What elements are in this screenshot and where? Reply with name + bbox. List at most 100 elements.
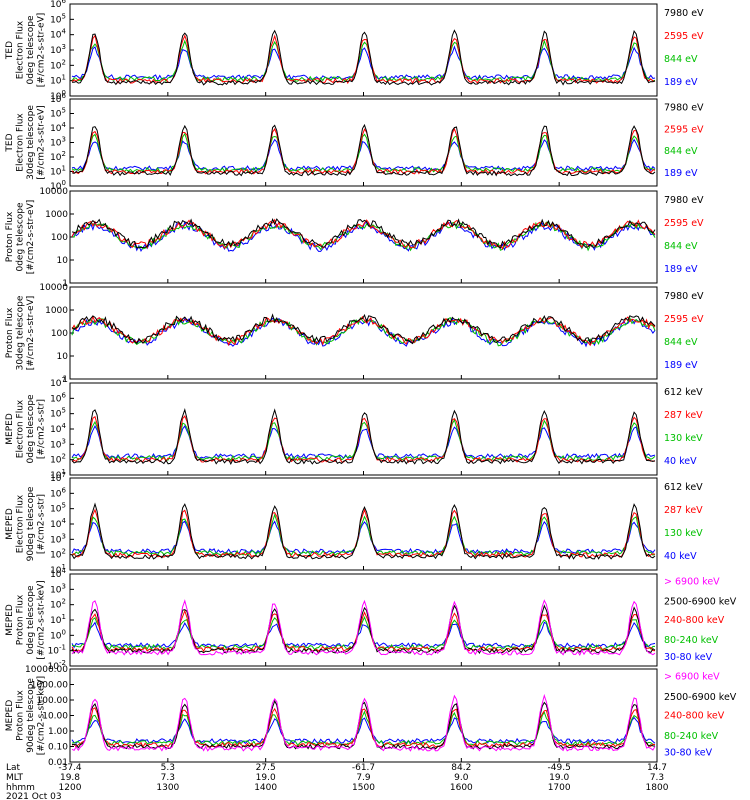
legend-entry: 2595 eV	[664, 218, 704, 229]
y-tick-label: 10-2	[48, 659, 66, 672]
x-tick-hhmm: 1200	[59, 783, 82, 793]
y-tick-label: 1.00	[48, 727, 68, 737]
series-trace	[71, 45, 656, 81]
legend-entry: 30-80 keV	[664, 748, 713, 759]
x-tick-hhmm: 1600	[450, 783, 473, 793]
y-axis-label: Electron Flux	[16, 494, 26, 553]
legend-entry: 7980 eV	[664, 195, 704, 206]
y-axis-label: Proton Flux	[5, 211, 15, 262]
panel-8: 0.01 0.10 1.00 10.00 100.00 1000.00 10000.00 ME…	[5, 665, 737, 768]
y-axis-label: [#/cm2-s-str-keV]	[37, 676, 47, 755]
y-axis-label: [#/cm2-s-str]	[37, 399, 47, 459]
y-axis-label: 90deg telescope	[26, 486, 36, 561]
legend-entry: 844 eV	[664, 146, 698, 157]
y-tick-label: 100	[50, 628, 66, 641]
legend-entry: 189 eV	[664, 360, 698, 371]
y-axis-label: Proton Flux	[16, 690, 26, 741]
legend-entry: 287 keV	[664, 410, 703, 421]
series-trace	[71, 609, 656, 653]
series-trace	[71, 604, 656, 655]
legend-entry: 2595 eV	[664, 31, 704, 42]
panel-6: 101 102 103 104 105 106 107 MEPED Electron Flux 9…	[5, 471, 703, 576]
x-tick-lat: 84.2	[451, 763, 471, 773]
y-tick-label: 0.10	[48, 743, 68, 753]
y-tick-label: 105	[50, 12, 66, 25]
series-trace	[71, 314, 656, 347]
legend-entry: 240-800 keV	[664, 711, 725, 722]
y-tick-label: 104	[50, 28, 66, 41]
x-tick-mlt: 9.0	[454, 773, 469, 783]
y-tick-label: 104	[50, 121, 66, 134]
y-tick-label: 10000	[39, 187, 68, 197]
legend-entry: 844 eV	[664, 54, 698, 65]
legend-entry: 287 keV	[664, 505, 703, 516]
legend-entry: 844 eV	[664, 337, 698, 348]
series-trace	[71, 123, 656, 177]
series-trace	[71, 138, 656, 172]
y-axis-label: [#/cm2-s-str-eV]	[37, 13, 47, 88]
x-tick-lat: 27.5	[256, 763, 276, 773]
y-axis-label: 90deg telescope	[26, 678, 36, 753]
y-tick-label: 100	[50, 179, 66, 192]
legend-entry: 240-800 keV	[664, 615, 725, 626]
y-tick-label: 10	[57, 256, 69, 266]
series-trace	[71, 502, 656, 560]
legend-entry: 30-80 keV	[664, 652, 713, 663]
y-tick-label: 105	[50, 107, 66, 120]
y-axis-label: 0deg telescope	[26, 585, 36, 655]
x-tick-lat: 5.3	[161, 763, 175, 773]
y-tick-label: 104	[50, 567, 66, 580]
x-tick-lat: -49.5	[548, 763, 571, 773]
y-axis-label: [#/cm2-s-str-keV]	[37, 580, 47, 659]
legend-entry: 40 keV	[664, 456, 697, 467]
series-trace	[71, 508, 656, 559]
y-tick-label: 101	[50, 165, 66, 178]
series-trace	[71, 513, 656, 557]
x-tick-lat: 14.7	[647, 763, 667, 773]
y-tick-label: 10.00	[42, 712, 68, 722]
y-tick-label: 1000	[45, 306, 68, 316]
y-tick-label: 1	[62, 279, 68, 289]
y-tick-label: 100	[50, 89, 66, 102]
legend-entry: > 6900 keV	[664, 576, 720, 587]
y-axis-label: Electron Flux	[16, 20, 26, 79]
y-axis-label: [#/cm2-s-str-eV]	[26, 296, 36, 371]
series-trace	[71, 408, 656, 466]
x-tick-mlt: 7.3	[161, 773, 175, 783]
x-row-label-hhmm: hhmm	[6, 783, 35, 793]
y-axis-label: MEPED	[5, 413, 15, 445]
y-axis-label: Electron Flux	[16, 113, 26, 172]
y-axis-label: [#/cm2-s-str-eV]	[37, 105, 47, 180]
legend-entry: 80-240 keV	[664, 731, 719, 742]
y-tick-label: 103	[50, 136, 66, 149]
x-tick-hhmm: 1400	[254, 783, 277, 793]
legend-entry: 612 keV	[664, 387, 703, 398]
series-trace	[71, 710, 656, 747]
x-tick-mlt: 19.0	[549, 773, 569, 783]
y-axis-label: TED	[5, 41, 15, 60]
series-trace	[71, 29, 656, 86]
y-axis-label: Proton Flux	[16, 594, 26, 645]
y-tick-label: 103	[50, 532, 66, 545]
y-tick-label: 106	[50, 391, 66, 404]
y-tick-label: 107	[50, 471, 66, 484]
series-trace	[71, 520, 656, 555]
y-axis-label: [#/cm2-s-str-eV]	[26, 200, 36, 275]
legend-entry: 7980 eV	[664, 103, 704, 114]
y-tick-label: 101	[50, 468, 66, 481]
x-tick-lat: -61.7	[352, 763, 375, 773]
series-trace	[71, 218, 656, 251]
y-axis-label: 0deg telescope	[16, 202, 26, 272]
legend-entry: 189 eV	[664, 264, 698, 275]
legend-entry: 2500-6900 keV	[664, 597, 737, 608]
legend-entry: 612 keV	[664, 482, 703, 493]
y-tick-label: 10000	[39, 283, 68, 293]
series-trace	[71, 313, 656, 345]
y-tick-label: 0.01	[48, 758, 68, 768]
legend-entry: 80-240 keV	[664, 635, 719, 646]
x-axis: -37.419.812005.37.3130027.519.01400-61.7…	[6, 92, 669, 800]
y-tick-label: 102	[50, 548, 66, 561]
y-axis-label: Electron Flux	[16, 399, 26, 458]
legend-entry: 40 keV	[664, 551, 697, 562]
